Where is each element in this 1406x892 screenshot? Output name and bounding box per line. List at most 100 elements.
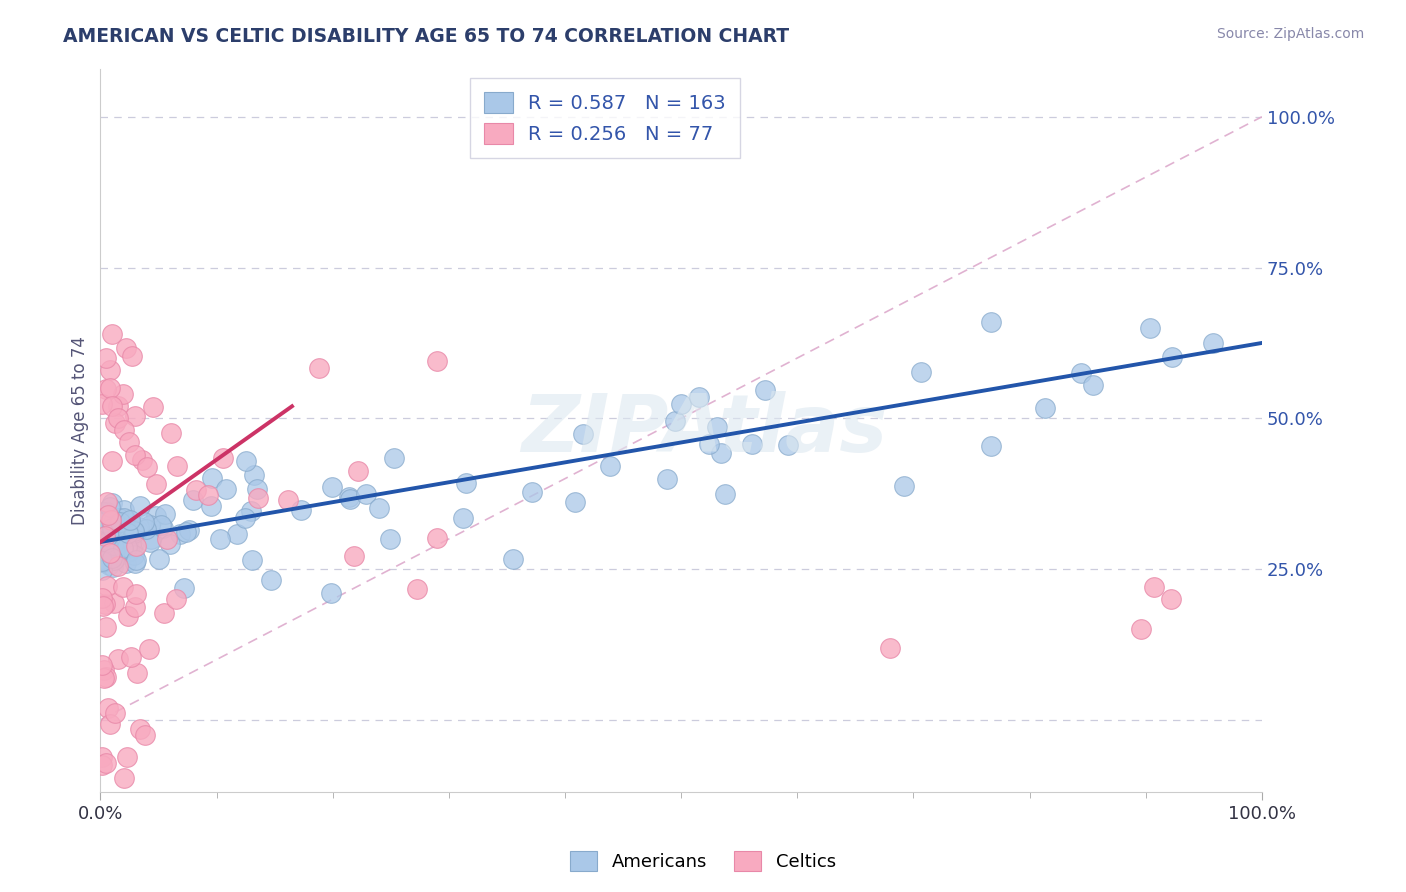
Point: [112, 772, 135, 786]
Point: [105, 536, 128, 550]
Point: [107, 399, 129, 413]
Point: [101, 549, 124, 564]
Point: [93, 671, 115, 685]
Point: [97, 519, 120, 533]
Point: [572, 427, 595, 442]
Point: [97, 700, 120, 714]
Point: [94, 516, 117, 531]
Point: [93, 515, 115, 529]
Point: [124, 599, 146, 614]
Point: [121, 519, 143, 533]
Point: [208, 532, 231, 546]
Point: [96, 620, 118, 634]
Point: [688, 390, 710, 404]
Point: [110, 533, 132, 548]
Point: [108, 548, 131, 562]
Point: [125, 587, 148, 601]
Point: [980, 439, 1002, 453]
Point: [174, 525, 197, 540]
Point: [129, 722, 152, 736]
Point: [120, 513, 142, 527]
Point: [502, 552, 524, 566]
Point: [117, 526, 139, 541]
Text: ZIPAtlas: ZIPAtlas: [522, 392, 887, 469]
Point: [215, 483, 238, 497]
Point: [104, 543, 127, 558]
Point: [117, 609, 139, 624]
Point: [98, 516, 121, 531]
Point: [150, 517, 173, 532]
Point: [710, 446, 733, 460]
Point: [98, 550, 121, 565]
Point: [135, 459, 157, 474]
Point: [277, 492, 299, 507]
Point: [112, 387, 135, 401]
Point: [260, 573, 283, 587]
Point: [98, 717, 121, 731]
Point: [111, 580, 134, 594]
Point: [96, 382, 118, 396]
Point: [101, 525, 124, 540]
Point: [120, 537, 142, 551]
Point: [706, 420, 728, 434]
Point: [115, 556, 138, 570]
Point: [91, 541, 114, 556]
Point: [156, 533, 179, 547]
Point: [741, 437, 763, 451]
Point: [1201, 335, 1223, 350]
Point: [339, 492, 361, 507]
Point: [233, 511, 256, 525]
Point: [343, 549, 366, 563]
Point: [240, 553, 263, 567]
Point: [90, 555, 112, 569]
Point: [139, 518, 162, 533]
Point: [657, 472, 679, 486]
Point: [98, 381, 121, 395]
Point: [91, 397, 114, 411]
Point: [201, 470, 224, 484]
Point: [405, 582, 427, 596]
Point: [103, 518, 125, 533]
Point: [103, 537, 125, 551]
Point: [1160, 592, 1182, 607]
Point: [714, 486, 737, 500]
Point: [697, 437, 720, 451]
Point: [153, 606, 176, 620]
Point: [145, 508, 167, 523]
Point: [166, 458, 188, 473]
Point: [125, 539, 148, 553]
Point: [669, 397, 692, 411]
Point: [246, 482, 269, 496]
Point: [124, 448, 146, 462]
Point: [97, 536, 120, 550]
Point: [980, 315, 1002, 329]
Point: [165, 591, 187, 606]
Point: [112, 519, 135, 533]
Point: [122, 524, 145, 538]
Point: [111, 527, 134, 541]
Point: [776, 438, 799, 452]
Point: [103, 596, 125, 610]
Point: [96, 494, 118, 508]
Point: [1035, 401, 1057, 416]
Point: [96, 351, 118, 365]
Point: [118, 544, 141, 558]
Point: [173, 581, 195, 595]
Point: [101, 399, 124, 413]
Point: [90, 523, 112, 537]
Point: [225, 526, 247, 541]
Point: [94, 598, 117, 612]
Point: [98, 362, 121, 376]
Point: [98, 528, 121, 542]
Point: [114, 518, 136, 533]
Point: [125, 665, 148, 680]
Point: [100, 513, 122, 527]
Point: [1161, 350, 1184, 364]
Point: [101, 496, 124, 510]
Point: [1070, 367, 1092, 381]
Legend: Americans, Celtics: Americans, Celtics: [562, 844, 844, 879]
Point: [115, 341, 138, 355]
Point: [100, 533, 122, 547]
Point: [101, 521, 124, 535]
Point: [243, 468, 266, 483]
